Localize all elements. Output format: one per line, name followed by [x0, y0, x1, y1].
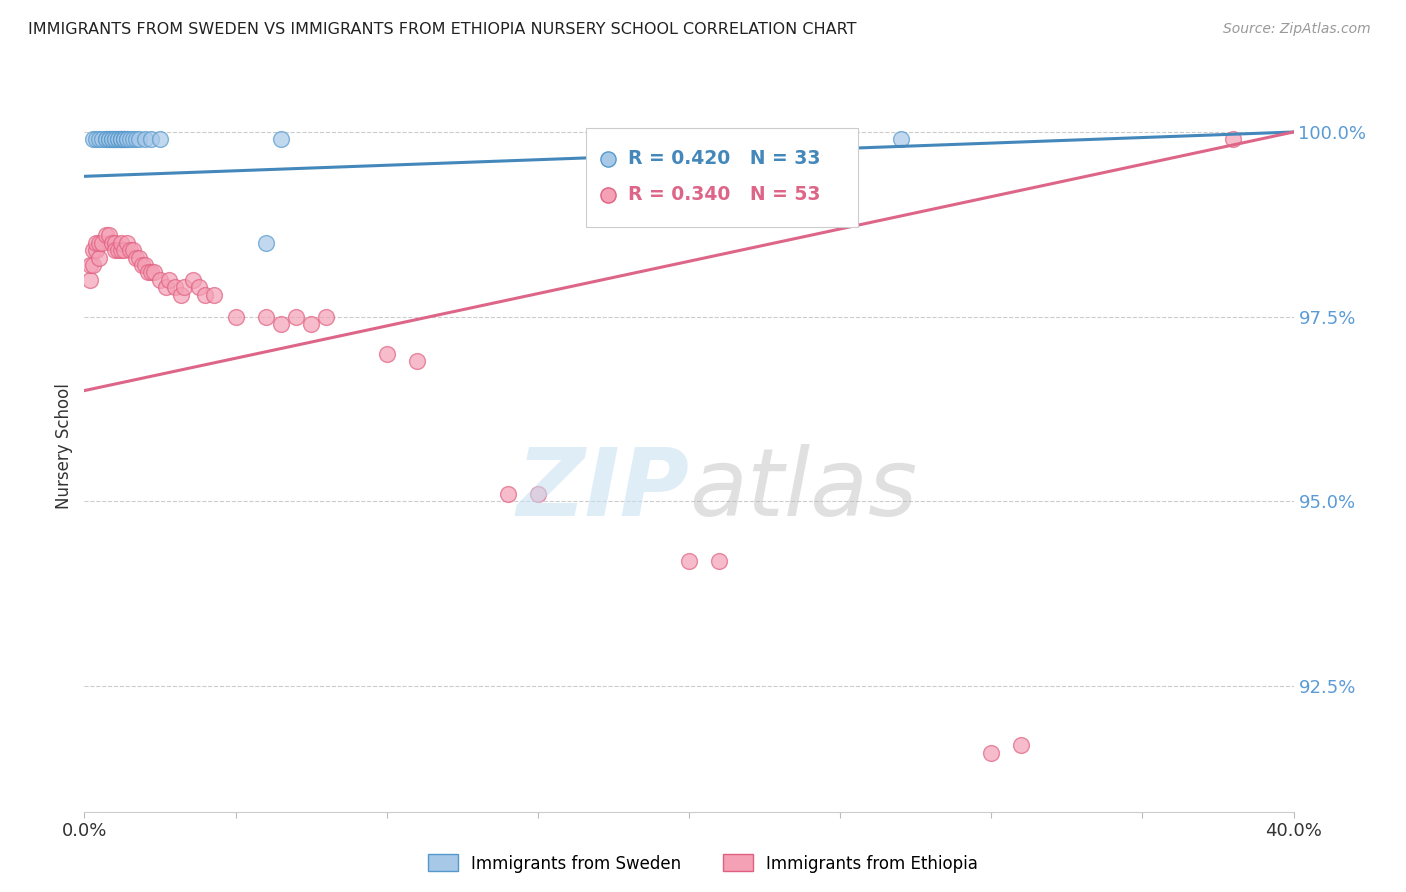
Point — [134, 258, 156, 272]
Text: R = 0.340   N = 53: R = 0.340 N = 53 — [628, 185, 821, 204]
Point — [97, 228, 120, 243]
Point — [86, 235, 108, 250]
Point — [406, 354, 429, 368]
Point — [89, 235, 111, 250]
Point — [79, 258, 101, 272]
Point — [678, 553, 700, 567]
Point — [285, 310, 308, 324]
Point — [112, 244, 135, 258]
Point — [299, 317, 322, 331]
Point — [128, 132, 150, 146]
Point — [121, 244, 143, 258]
Point — [115, 235, 138, 250]
Point — [82, 132, 104, 146]
Point — [79, 273, 101, 287]
Point — [104, 132, 127, 146]
Point — [112, 132, 135, 146]
Point — [121, 132, 143, 146]
Point — [375, 346, 398, 360]
Point — [139, 132, 162, 146]
Point — [1222, 132, 1244, 146]
Point — [110, 132, 132, 146]
Point — [118, 132, 141, 146]
Point — [107, 132, 129, 146]
Point — [89, 132, 111, 146]
Point — [134, 132, 156, 146]
Point — [97, 132, 120, 146]
Point — [82, 244, 104, 258]
Point — [104, 244, 127, 258]
Point — [980, 746, 1002, 760]
Point — [82, 258, 104, 272]
Point — [91, 235, 114, 250]
Text: ZIP: ZIP — [516, 444, 689, 536]
Point — [110, 132, 132, 146]
Point — [254, 235, 277, 250]
Point — [94, 132, 117, 146]
Point — [118, 244, 141, 258]
Point — [110, 132, 132, 146]
Point — [104, 235, 127, 250]
Point — [86, 244, 108, 258]
Point — [86, 132, 108, 146]
Point — [270, 132, 292, 146]
Point — [155, 280, 177, 294]
Point — [110, 235, 132, 250]
Point — [194, 287, 217, 301]
Point — [115, 132, 138, 146]
Point — [94, 228, 117, 243]
Point — [112, 132, 135, 146]
Point — [165, 280, 187, 294]
Point — [89, 251, 111, 265]
Legend: Immigrants from Sweden, Immigrants from Ethiopia: Immigrants from Sweden, Immigrants from … — [422, 847, 984, 880]
Point — [527, 487, 550, 501]
Point — [112, 132, 135, 146]
Point — [115, 132, 138, 146]
Point — [94, 132, 117, 146]
Point — [709, 553, 731, 567]
Point — [254, 310, 277, 324]
Point — [1011, 738, 1033, 752]
Text: IMMIGRANTS FROM SWEDEN VS IMMIGRANTS FROM ETHIOPIA NURSERY SCHOOL CORRELATION CH: IMMIGRANTS FROM SWEDEN VS IMMIGRANTS FRO… — [28, 22, 856, 37]
Point — [131, 258, 153, 272]
Y-axis label: Nursery School: Nursery School — [55, 383, 73, 509]
Point — [107, 132, 129, 146]
Point — [100, 132, 122, 146]
Point — [139, 265, 162, 279]
Point — [91, 132, 114, 146]
Point — [100, 235, 122, 250]
Point — [890, 132, 912, 146]
Point — [173, 280, 195, 294]
Point — [270, 317, 292, 331]
Text: R = 0.420   N = 33: R = 0.420 N = 33 — [628, 149, 821, 168]
Point — [496, 487, 519, 501]
Point — [142, 265, 165, 279]
Point — [149, 132, 172, 146]
Point — [202, 287, 225, 301]
Point — [157, 273, 180, 287]
Text: Source: ZipAtlas.com: Source: ZipAtlas.com — [1223, 22, 1371, 37]
Bar — [586, 128, 858, 227]
Point — [678, 132, 700, 146]
Point — [100, 132, 122, 146]
Point — [149, 273, 172, 287]
Point — [128, 251, 150, 265]
Point — [315, 310, 337, 324]
Point — [125, 251, 148, 265]
Text: atlas: atlas — [689, 444, 917, 535]
Point — [188, 280, 211, 294]
Point — [107, 244, 129, 258]
Point — [170, 287, 193, 301]
Point — [104, 132, 127, 146]
Point — [136, 265, 159, 279]
Point — [225, 310, 247, 324]
Point — [125, 132, 148, 146]
Point — [97, 132, 120, 146]
Point — [181, 273, 204, 287]
Point — [110, 244, 132, 258]
